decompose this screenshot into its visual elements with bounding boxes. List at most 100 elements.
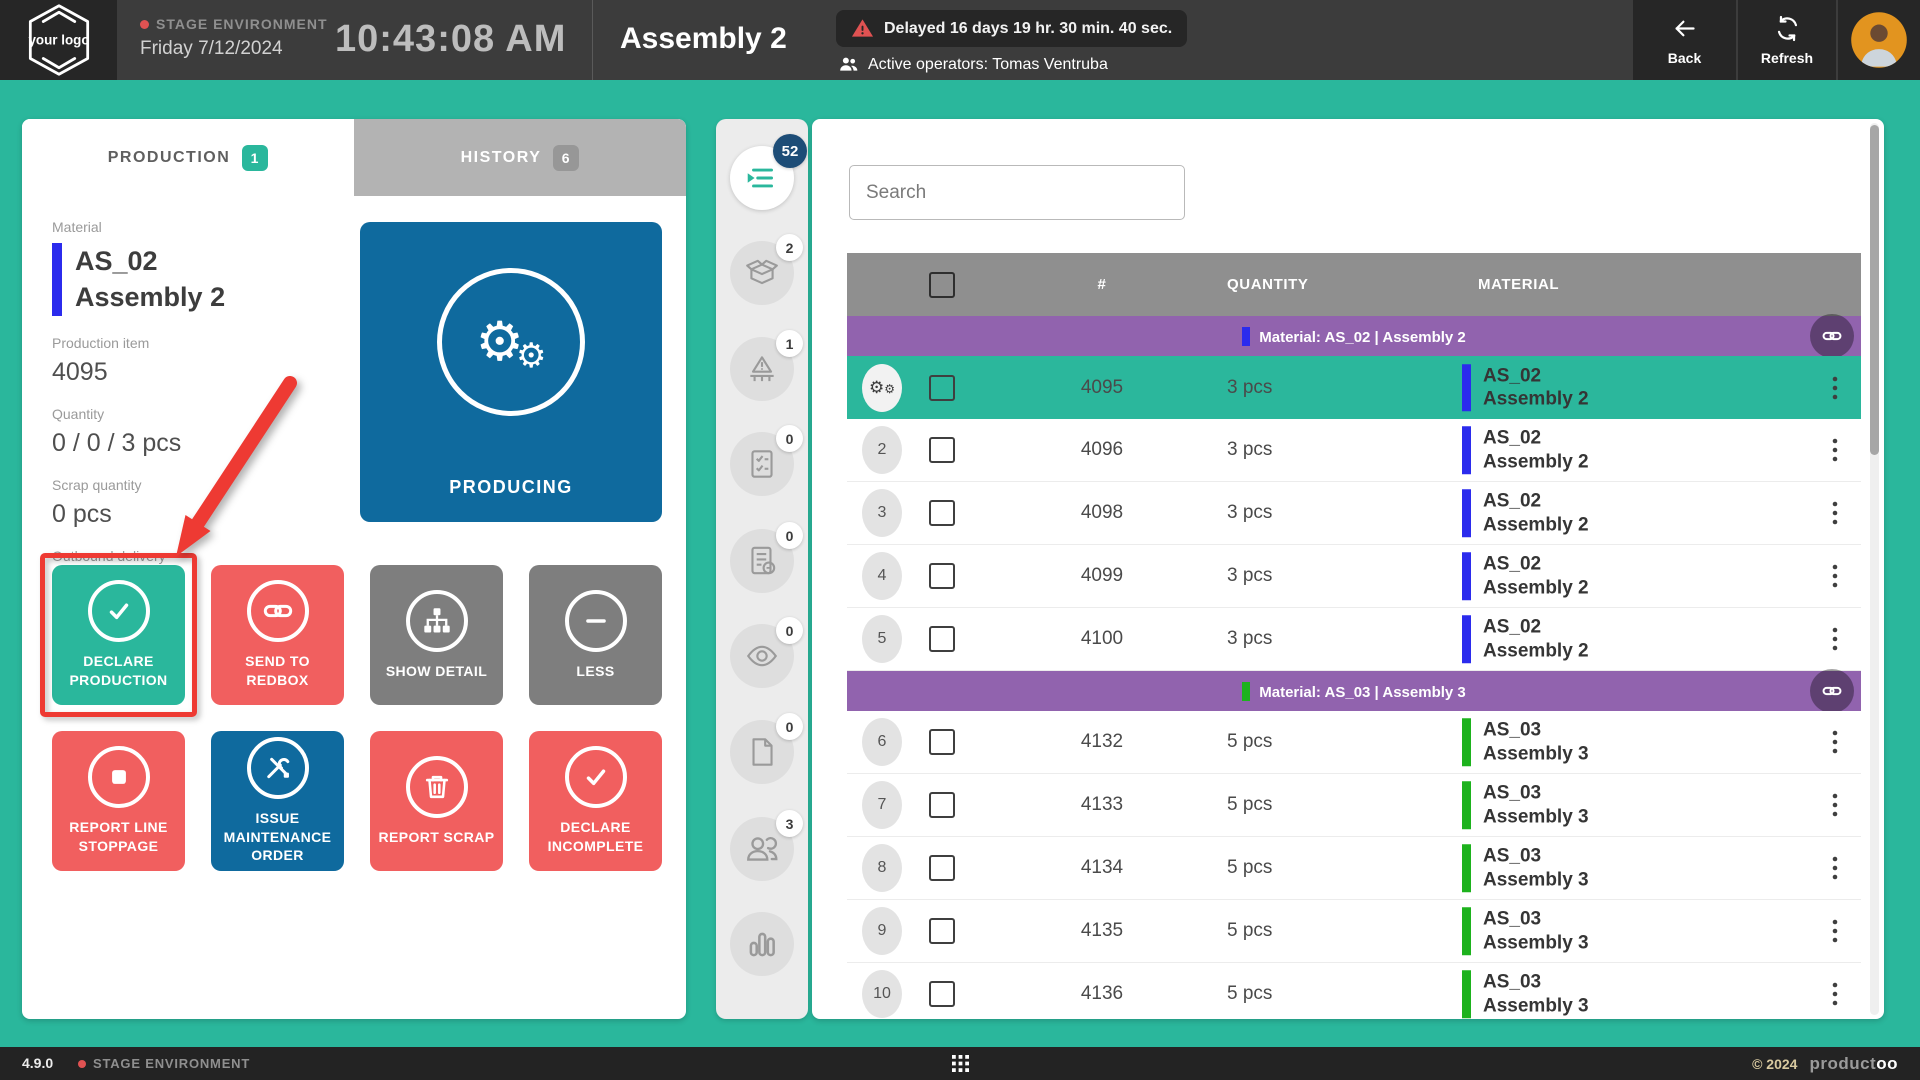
tab-history-badge: 6 bbox=[553, 144, 580, 171]
producing-status-tile[interactable]: ⚙ ⚙ PRODUCING bbox=[360, 222, 662, 522]
order-row[interactable]: ⚙⚙ 4095 3 pcs AS_02 Assembly 2 bbox=[847, 356, 1861, 419]
row-menu-kebab[interactable] bbox=[1825, 373, 1845, 403]
row-menu-kebab[interactable] bbox=[1825, 727, 1845, 757]
row-checkbox[interactable] bbox=[929, 855, 955, 881]
row-checkbox[interactable] bbox=[929, 374, 955, 401]
order-number: 4099 bbox=[1080, 565, 1124, 586]
footer-environment-label: STAGE ENVIRONMENT bbox=[93, 1056, 251, 1071]
row-menu-kebab[interactable] bbox=[1825, 853, 1845, 883]
row-menu-kebab[interactable] bbox=[1825, 916, 1845, 946]
order-quantity: 3 pcs bbox=[1227, 565, 1273, 586]
order-quantity: 5 pcs bbox=[1227, 920, 1273, 941]
material-group-row: Material: AS_02 | Assembly 2 bbox=[847, 314, 1861, 358]
row-menu-kebab[interactable] bbox=[1825, 498, 1845, 528]
order-material: AS_03 Assembly 3 bbox=[1462, 781, 1589, 829]
minus-icon bbox=[564, 589, 627, 652]
order-row[interactable]: 2 4096 3 pcs AS_02 Assembly 2 bbox=[847, 419, 1861, 482]
row-menu-kebab[interactable] bbox=[1825, 561, 1845, 591]
producing-status-label: PRODUCING bbox=[449, 477, 573, 497]
status-block: Delayed 16 days 19 hr. 30 min. 40 sec. A… bbox=[836, 10, 1188, 75]
action-button-label: REPORT SCRAP bbox=[378, 828, 495, 845]
row-checkbox[interactable] bbox=[929, 918, 955, 944]
group-link-button[interactable] bbox=[1810, 314, 1854, 358]
sidebar-item-checklists[interactable]: 0 bbox=[730, 425, 803, 496]
back-button[interactable]: Back bbox=[1633, 0, 1736, 80]
quantity-label: Quantity bbox=[52, 405, 105, 422]
user-menu[interactable] bbox=[1838, 0, 1920, 80]
sidebar-badge: 3 bbox=[776, 810, 803, 837]
order-row[interactable]: 4 4099 3 pcs AS_02 Assembly 2 bbox=[847, 545, 1861, 608]
row-menu-kebab[interactable] bbox=[1825, 624, 1845, 654]
tools-icon bbox=[246, 736, 309, 799]
sidebar-item-sign-documents[interactable]: 0 bbox=[730, 522, 803, 593]
order-row[interactable]: 8 4134 5 pcs AS_03 Assembly 3 bbox=[847, 837, 1861, 900]
tab-production[interactable]: PRODUCTION 1 bbox=[22, 119, 354, 196]
scrollbar-track[interactable] bbox=[1870, 123, 1879, 1015]
action-buttons-grid: DECLARE PRODUCTION SEND TO REDBOX SHOW DET… bbox=[52, 565, 662, 871]
row-menu-kebab[interactable] bbox=[1825, 979, 1845, 1009]
row-checkbox[interactable] bbox=[929, 437, 955, 463]
order-quantity: 3 pcs bbox=[1227, 376, 1273, 398]
order-number: 4098 bbox=[1080, 502, 1124, 523]
report-line-stoppage-button[interactable]: REPORT LINE STOPPAGE bbox=[52, 731, 185, 871]
warning-triangle-icon bbox=[851, 19, 874, 37]
action-button-label: DECLARE PRODUCTION bbox=[69, 653, 168, 688]
issue-maintenance-order-button[interactable]: ISSUE MAINTENANCE ORDER bbox=[211, 731, 344, 871]
material-group-label: Material: AS_03 | Assembly 3 bbox=[1242, 681, 1466, 701]
declare-production-button[interactable]: DECLARE PRODUCTION bbox=[52, 565, 185, 705]
module-sidebar: 52 2 1 0 0 0 0 3 bbox=[716, 119, 808, 1019]
tab-history[interactable]: HISTORY 6 bbox=[354, 119, 686, 196]
order-row[interactable]: 5 4100 3 pcs AS_02 Assembly 2 bbox=[847, 608, 1861, 671]
declare-incomplete-button[interactable]: DECLARE INCOMPLETE bbox=[529, 731, 662, 871]
app-grid-button[interactable] bbox=[952, 1055, 969, 1077]
send-to-redbox-button[interactable]: SEND TO REDBOX bbox=[211, 565, 344, 705]
show-detail-button[interactable]: SHOW DETAIL bbox=[370, 565, 503, 705]
order-row[interactable]: 7 4133 5 pcs AS_03 Assembly 3 bbox=[847, 774, 1861, 837]
sidebar-item-production-queue[interactable]: 52 bbox=[730, 134, 807, 210]
scrollbar-thumb[interactable] bbox=[1870, 125, 1879, 455]
company-logo[interactable]: your logo bbox=[0, 0, 117, 80]
row-checkbox[interactable] bbox=[929, 563, 955, 589]
row-menu-kebab[interactable] bbox=[1825, 790, 1845, 820]
order-row[interactable]: 3 4098 3 pcs AS_02 Assembly 2 bbox=[847, 482, 1861, 545]
order-number: 4095 bbox=[1080, 376, 1124, 398]
order-row[interactable]: 9 4135 5 pcs AS_03 Assembly 3 bbox=[847, 900, 1861, 963]
stop-icon bbox=[87, 746, 150, 809]
sidebar-item-statistics[interactable] bbox=[730, 912, 794, 976]
refresh-icon bbox=[1777, 15, 1797, 41]
avatar bbox=[1851, 12, 1907, 68]
order-quantity: 5 pcs bbox=[1227, 794, 1273, 815]
refresh-button[interactable]: Refresh bbox=[1738, 0, 1836, 80]
order-quantity: 3 pcs bbox=[1227, 439, 1273, 460]
action-button-label: ISSUE MAINTENANCE ORDER bbox=[223, 809, 332, 864]
sidebar-badge: 52 bbox=[773, 134, 807, 168]
search-input[interactable] bbox=[849, 165, 1185, 220]
row-index-badge: 4 bbox=[862, 552, 902, 600]
sidebar-item-packaging[interactable]: 2 bbox=[730, 234, 803, 305]
row-menu-kebab[interactable] bbox=[1825, 435, 1845, 465]
row-checkbox[interactable] bbox=[929, 500, 955, 526]
order-material: AS_02 Assembly 2 bbox=[1462, 552, 1589, 600]
material-value: AS_02 Assembly 2 bbox=[52, 243, 352, 316]
sidebar-item-inspection[interactable]: 0 bbox=[730, 617, 803, 688]
order-row[interactable]: 6 4132 5 pcs AS_03 Assembly 3 bbox=[847, 711, 1861, 774]
production-panel: PRODUCTION 1 HISTORY 6 Material AS_02 As… bbox=[22, 119, 686, 1019]
less-button[interactable]: LESS bbox=[529, 565, 662, 705]
row-checkbox[interactable] bbox=[929, 981, 955, 1007]
select-all-checkbox[interactable] bbox=[929, 271, 955, 298]
sidebar-item-operators[interactable]: 3 bbox=[730, 810, 803, 881]
row-checkbox[interactable] bbox=[929, 626, 955, 652]
sidebar-item-line-warning[interactable]: 1 bbox=[730, 330, 803, 401]
current-date: Friday 7/12/2024 bbox=[140, 38, 283, 59]
group-link-button[interactable] bbox=[1810, 669, 1854, 713]
productoo-logo: productoo bbox=[1809, 1054, 1898, 1073]
material-name: Assembly 2 bbox=[75, 282, 226, 313]
sidebar-item-documents[interactable]: 0 bbox=[730, 713, 803, 784]
row-checkbox[interactable] bbox=[929, 792, 955, 818]
row-index-badge: 8 bbox=[862, 844, 902, 892]
order-row[interactable]: 10 4136 5 pcs AS_03 Assembly 3 bbox=[847, 963, 1861, 1019]
order-info: Material AS_02 Assembly 2 Production ite… bbox=[52, 219, 352, 600]
report-scrap-button[interactable]: REPORT SCRAP bbox=[370, 731, 503, 871]
row-checkbox[interactable] bbox=[929, 729, 955, 755]
production-item-value: 4095 bbox=[52, 357, 108, 386]
